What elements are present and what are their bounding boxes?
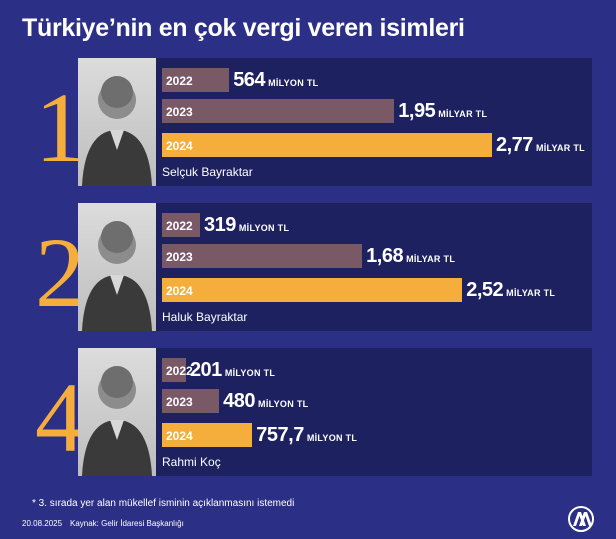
value-unit: MİLYON TL	[268, 78, 319, 88]
bar-2024	[162, 278, 463, 302]
value-unit: MİLYON TL	[238, 223, 290, 233]
source-text: Kaynak: Gelir İdaresi Başkanlığı	[70, 519, 184, 528]
rank-number: 2	[35, 217, 85, 328]
value-label: 201 MİLYON TL	[190, 359, 275, 382]
value-label: 319 MİLYON TL	[204, 214, 289, 237]
page-title: Türkiye’nin en çok vergi veren isimleri	[22, 14, 465, 42]
value-label: 2,52 MİLYAR TL	[466, 279, 555, 302]
entry-panel: 2022 201 MİLYON TL 2023 480 MİLYON TL 2024 757,…	[78, 348, 592, 476]
value-label: 564 MİLYON TL	[233, 69, 318, 92]
year-label: 2022	[166, 219, 193, 233]
value-unit: MİLYAR TL	[406, 254, 456, 264]
value-unit: MİLYON TL	[224, 368, 276, 378]
year-label: 2023	[166, 250, 193, 264]
value-number: 1,95	[398, 100, 436, 122]
bar-2023	[162, 389, 220, 413]
bar-2024	[162, 423, 253, 447]
rank-number: 4	[35, 362, 85, 473]
value-number: 201	[189, 359, 222, 381]
value-unit: MİLYON TL	[258, 399, 309, 409]
year-label: 2024	[166, 429, 193, 443]
value-label: 480 MİLYON TL	[223, 390, 308, 413]
value-number: 2,52	[466, 279, 504, 301]
portrait-photo	[78, 348, 156, 476]
year-label: 2024	[166, 139, 193, 153]
portrait-photo	[78, 203, 156, 331]
value-unit: MİLYON TL	[306, 433, 358, 443]
value-unit: MİLYAR TL	[535, 143, 585, 153]
value-number: 564	[233, 69, 266, 91]
value-label: 1,95 MİLYAR TL	[398, 100, 487, 123]
value-number: 319	[204, 214, 236, 236]
footnote: * 3. sırada yer alan mükellef isminin aç…	[32, 498, 295, 509]
value-number: 480	[223, 390, 256, 412]
person-name: Selçuk Bayraktar	[162, 165, 253, 179]
year-label: 2023	[166, 395, 193, 409]
person-name: Haluk Bayraktar	[162, 310, 248, 324]
publish-date: 20.08.2025	[22, 519, 63, 528]
year-label: 2024	[166, 284, 193, 298]
value-label: 2,77 MİLYAR TL	[496, 134, 585, 157]
bar-2023	[162, 99, 395, 123]
value-unit: MİLYAR TL	[506, 288, 556, 298]
portrait-photo	[78, 58, 156, 186]
entry-panel: 2022 564 MİLYON TL 2023 1,95 MİLYAR TL 2024 2,7…	[78, 58, 592, 186]
year-label: 2022	[166, 364, 193, 378]
bar-2024	[162, 133, 492, 157]
value-number: 1,68	[366, 245, 404, 267]
value-label: 1,68 MİLYAR TL	[366, 245, 455, 268]
aa-logo-icon	[568, 506, 594, 532]
year-label: 2022	[166, 74, 193, 88]
bar-2022	[162, 213, 200, 237]
rank-number: 1	[35, 72, 85, 183]
bar-2022	[162, 68, 230, 92]
year-label: 2023	[166, 105, 193, 119]
value-number: 2,77	[496, 134, 533, 156]
value-label: 757,7 MİLYON TL	[256, 424, 357, 447]
value-number: 757,7	[256, 424, 304, 446]
value-unit: MİLYAR TL	[438, 109, 488, 119]
bar-2023	[162, 244, 363, 268]
entry-panel: 2022 319 MİLYON TL 2023 1,68 MİLYAR TL 2024 2,5…	[78, 203, 592, 331]
bar-2022	[162, 358, 186, 382]
person-name: Rahmi Koç	[162, 455, 221, 469]
